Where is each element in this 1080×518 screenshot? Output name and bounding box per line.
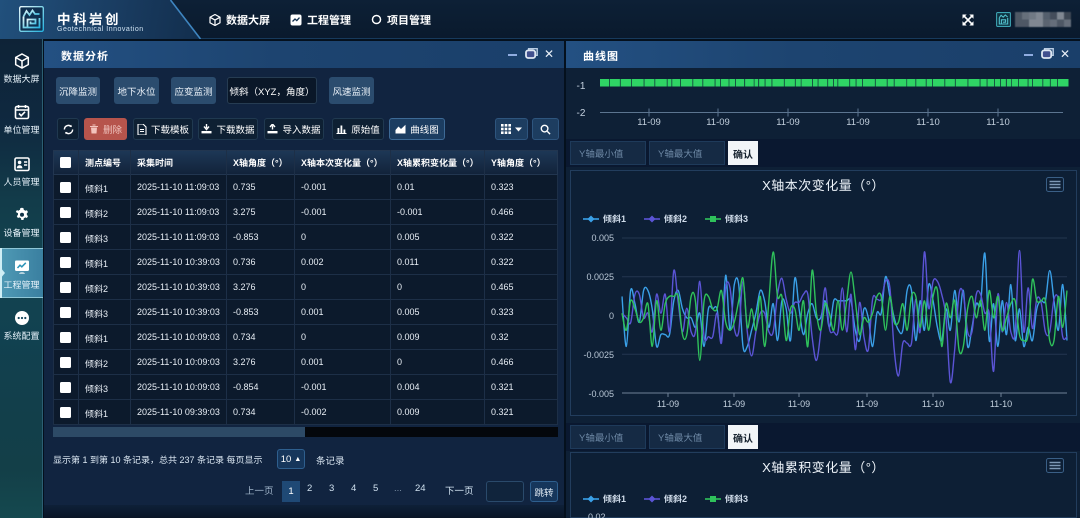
svg-text:-0.0025: -0.0025 bbox=[583, 350, 614, 360]
svg-text:11-10: 11-10 bbox=[986, 117, 1010, 128]
svg-text:0.005: 0.005 bbox=[591, 233, 614, 243]
svg-text:11-09: 11-09 bbox=[776, 117, 800, 128]
svg-text:11-10: 11-10 bbox=[922, 399, 944, 409]
svg-text:11-09: 11-09 bbox=[706, 117, 730, 128]
svg-text:11-09: 11-09 bbox=[788, 399, 810, 409]
svg-text:0.0025: 0.0025 bbox=[586, 272, 614, 282]
svg-text:11-09: 11-09 bbox=[846, 117, 870, 128]
svg-text:11-10: 11-10 bbox=[916, 117, 940, 128]
svg-text:-0.005: -0.005 bbox=[588, 389, 614, 399]
svg-text:11-09: 11-09 bbox=[637, 117, 661, 128]
svg-text:11-09: 11-09 bbox=[657, 399, 679, 409]
svg-text:11-09: 11-09 bbox=[723, 399, 745, 409]
svg-text:-1: -1 bbox=[577, 81, 586, 92]
svg-text:-2: -2 bbox=[577, 108, 586, 119]
svg-text:0: 0 bbox=[609, 311, 614, 321]
svg-text:11-10: 11-10 bbox=[990, 399, 1012, 409]
svg-text:11-09: 11-09 bbox=[856, 399, 878, 409]
